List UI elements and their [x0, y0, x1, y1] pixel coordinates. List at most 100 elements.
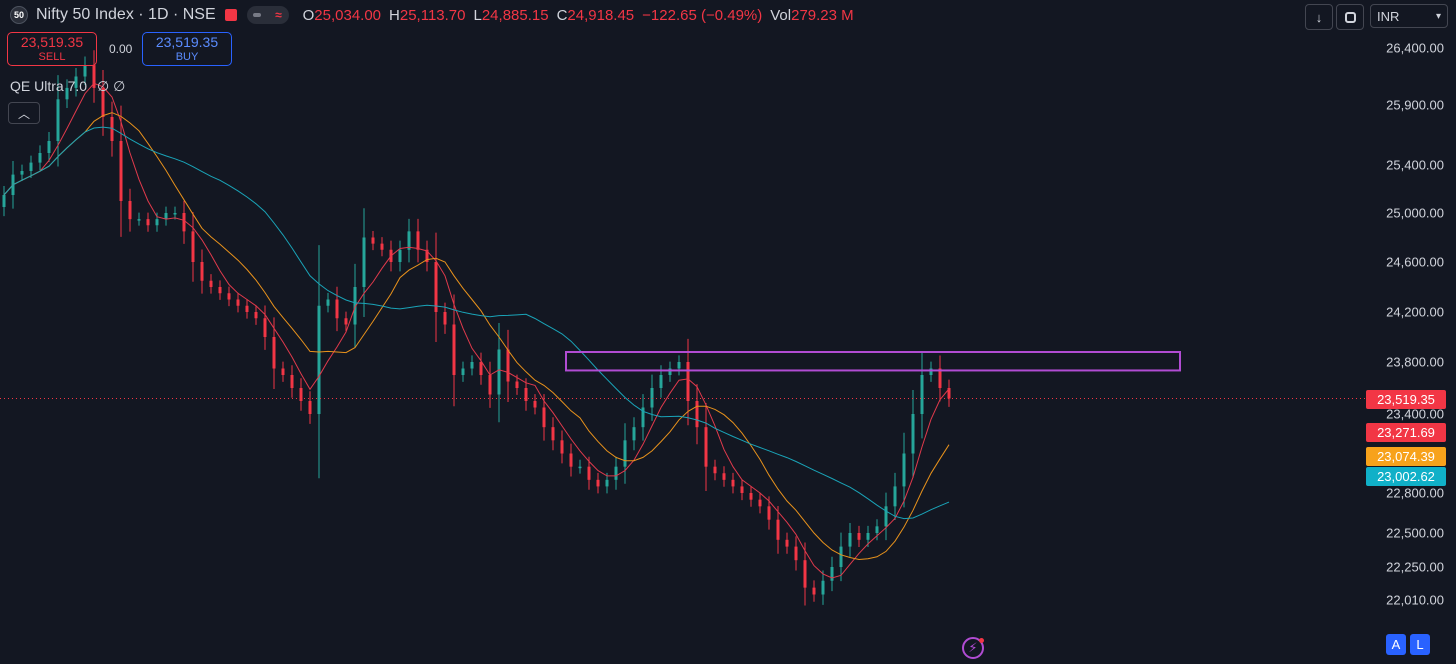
candle-body [191, 231, 195, 262]
candle-body [659, 375, 663, 388]
candle-body [74, 76, 78, 88]
candle-body [209, 280, 213, 287]
candle-body [281, 368, 285, 375]
price-tick-label: 25,000.00 [1386, 205, 1444, 221]
log-scale-button[interactable]: L [1410, 634, 1430, 655]
candle-body [110, 117, 114, 141]
candle-body [56, 99, 60, 141]
candle-body [263, 318, 267, 337]
toggle-dot-icon [253, 13, 262, 17]
auto-scale-button[interactable]: A [1386, 634, 1406, 655]
candle-body [308, 401, 312, 414]
candle-body [38, 153, 42, 163]
candle-body [146, 219, 150, 226]
indicator-flags: ∅ ∅ [97, 78, 126, 94]
candle-body [2, 195, 6, 207]
ohlc-values: O25,034.00 H25,113.70 L24,885.15 C24,918.45… [303, 7, 854, 24]
candle-body [479, 362, 483, 375]
candle-body [20, 171, 24, 175]
candle-body [137, 219, 141, 221]
candle-body [299, 388, 303, 401]
candle-body [488, 375, 492, 395]
candle-body [227, 293, 231, 300]
market-status-indicator[interactable] [224, 9, 237, 21]
candle-body [344, 318, 348, 325]
candle-body [749, 493, 753, 500]
candle-body [578, 466, 582, 469]
buy-price: 23,519.35 [155, 34, 219, 50]
fullscreen-button[interactable] [1336, 4, 1364, 30]
candle-body [425, 249, 429, 262]
candle-body [443, 312, 447, 325]
candle-body [893, 486, 897, 507]
candle-body [848, 533, 852, 547]
chevron-down-icon: ▾ [1435, 10, 1441, 22]
candle-body [515, 381, 519, 388]
ohlc-key: L [473, 6, 482, 24]
candle-body [884, 506, 888, 527]
buy-button[interactable]: 23,519.35 BUY [142, 32, 232, 66]
candle-body [551, 427, 555, 441]
collapse-legend-button[interactable]: ︿ [8, 102, 40, 124]
candle-body [254, 312, 258, 319]
candle-body [731, 479, 735, 487]
candle-body [677, 362, 681, 369]
arrow-down-icon: ↓ [1315, 9, 1323, 25]
price-tick-label: 23,400.00 [1386, 406, 1444, 422]
candle-body [470, 362, 474, 369]
candle-body [911, 414, 915, 454]
price-tick-label: 22,010.00 [1386, 592, 1444, 608]
sell-price: 23,519.35 [20, 34, 84, 50]
indicator-legend[interactable]: QE Ultra 7.0 ∅ ∅ [10, 78, 125, 95]
price-tick-label: 25,900.00 [1386, 97, 1444, 113]
candle-body [461, 368, 465, 375]
price-tag: 23,271.69 [1366, 423, 1446, 442]
notification-dot [979, 638, 984, 643]
data-mode-pill[interactable]: ≈ [246, 6, 289, 24]
candle-body [326, 299, 330, 306]
currency-select[interactable]: INR ▾ [1370, 4, 1448, 28]
ohlc-item: H25,113.70 [389, 7, 465, 24]
price-scale[interactable]: 26,400.00 25,900.00 25,400.00 25,000.00 24,6… [1366, 0, 1456, 659]
candle-body [65, 87, 69, 100]
candlestick-chart-svg[interactable] [0, 0, 1366, 659]
buy-label: BUY [175, 51, 199, 63]
candle-body [596, 479, 600, 487]
candle-body [452, 324, 456, 375]
candle-body [155, 219, 159, 226]
price-chart[interactable] [0, 0, 1366, 659]
symbol-badge[interactable]: 50 [10, 6, 28, 24]
candle-body [335, 299, 339, 319]
spread-value: 0.00 [109, 42, 133, 56]
candle-body [722, 473, 726, 480]
chart-header: 50 Nifty 50 Index · 1D · NSE ≈ O25,034.0… [0, 0, 1366, 30]
candle-body [353, 287, 357, 325]
price-tick-label: 23,800.00 [1386, 354, 1444, 370]
ohlc-item: L24,885.15 [474, 7, 549, 24]
candle-body [929, 368, 933, 375]
ohlc-key: C [556, 6, 568, 24]
price-tag: 23,002.62 [1366, 467, 1446, 486]
resistance-zone-box[interactable] [565, 351, 1181, 372]
indicator-name: QE Ultra 7.0 [10, 78, 88, 94]
lightning-icon[interactable]: ⚡ [962, 637, 984, 659]
candle-body [380, 243, 384, 250]
sell-button[interactable]: 23,519.35 SELL [7, 32, 97, 66]
candle-body [497, 349, 501, 395]
download-button[interactable]: ↓ [1305, 4, 1333, 30]
candle-body [650, 388, 654, 408]
candle-body [713, 466, 717, 474]
candle-body [272, 337, 276, 369]
candle-body [767, 506, 771, 520]
candle-body [839, 546, 843, 567]
candle-body [245, 305, 249, 312]
ma-fast-line [3, 82, 950, 579]
symbol-title[interactable]: Nifty 50 Index · 1D · NSE [36, 6, 216, 23]
candle-body [542, 407, 546, 428]
candle-body [587, 466, 591, 480]
candle-body [236, 299, 240, 306]
candle-body [695, 401, 699, 428]
candle-body [407, 231, 411, 250]
ohlc-item: C24,918.45 [557, 7, 635, 24]
ohlc-value: 24,918.45 [567, 6, 635, 24]
